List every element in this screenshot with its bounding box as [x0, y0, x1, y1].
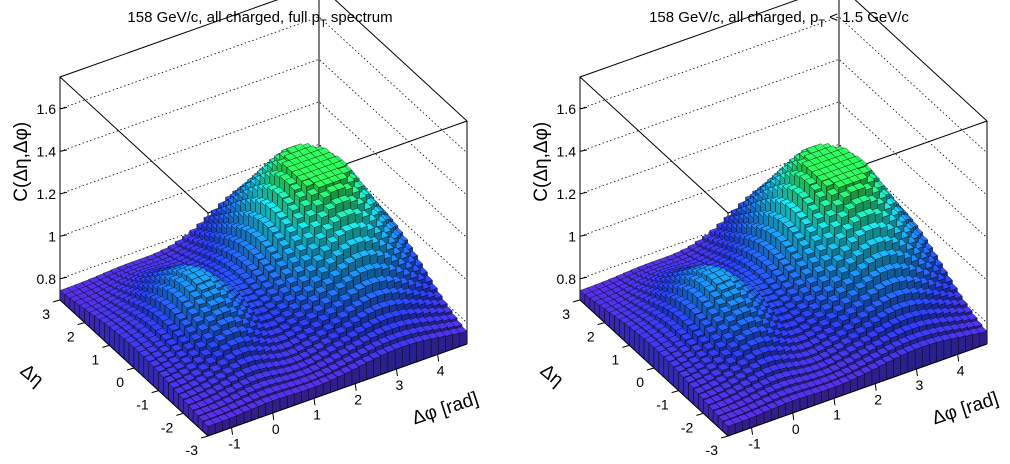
- frame-top: [59, 0, 468, 214]
- x-tick-label: 0: [272, 421, 280, 437]
- z-axis-label: C(Δη,Δφ): [11, 122, 32, 202]
- z-tick-label: 1.6: [37, 101, 57, 117]
- bin-side: [430, 336, 439, 358]
- y-tick-label: 0: [116, 374, 124, 390]
- bin-side: [416, 339, 425, 363]
- gridline: [59, 143, 468, 281]
- x-tick-label: 4: [437, 362, 445, 378]
- z-tick-label: 1.2: [37, 186, 57, 202]
- y-tick-label: -2: [161, 419, 174, 435]
- surface: [59, 143, 468, 437]
- bin-side: [366, 359, 374, 381]
- bin-side: [387, 349, 396, 373]
- bin-side: [409, 341, 417, 365]
- surface: [579, 143, 988, 437]
- x-tick: [437, 354, 440, 362]
- y-axis-label: Δη: [16, 360, 47, 391]
- x-tick-label: 1: [313, 406, 321, 422]
- y-tick-label: 3: [42, 306, 50, 322]
- bin-side: [402, 344, 410, 368]
- y-tick: [52, 299, 61, 303]
- x-tick: [231, 427, 234, 435]
- y-tick: [151, 390, 159, 394]
- y-tick: [102, 344, 110, 348]
- x-tick: [395, 368, 398, 377]
- z-tick-label: 1.4: [37, 143, 57, 159]
- z-tick-label: 1: [48, 228, 56, 244]
- x-tick: [272, 412, 275, 421]
- chart-title: 158 GeV/c, all charged, full pT spectrum: [127, 9, 392, 30]
- y-tick: [77, 322, 85, 326]
- y-tick: [176, 412, 184, 416]
- x-tick-label: 2: [354, 392, 362, 408]
- bin-side: [438, 335, 446, 355]
- gridline: [59, 58, 468, 196]
- y-tick: [200, 435, 209, 439]
- gridline: [59, 16, 468, 154]
- bin-side: [358, 363, 367, 383]
- y-tick-label: 1: [92, 351, 100, 367]
- bin-side: [423, 338, 432, 360]
- z-tick-label: 0.8: [37, 271, 57, 287]
- y-tick-label: -1: [136, 397, 149, 413]
- z-axis: 0.8 1 1.2 1.4 1.6 C(Δη,Δφ): [11, 101, 68, 287]
- bin-side: [373, 356, 381, 378]
- x-tick: [354, 383, 357, 391]
- bin-side: [380, 352, 389, 375]
- gridline: [59, 101, 468, 239]
- y-tick-label: 2: [67, 329, 75, 345]
- y-tick: [126, 367, 135, 371]
- y-tick-label: -3: [186, 442, 199, 458]
- x-tick: [313, 398, 316, 406]
- x-tick-label: 3: [396, 377, 404, 393]
- x-tick-label: -1: [228, 436, 241, 452]
- x-axis-label: Δφ [rad]: [410, 388, 481, 429]
- bin-side: [394, 346, 403, 370]
